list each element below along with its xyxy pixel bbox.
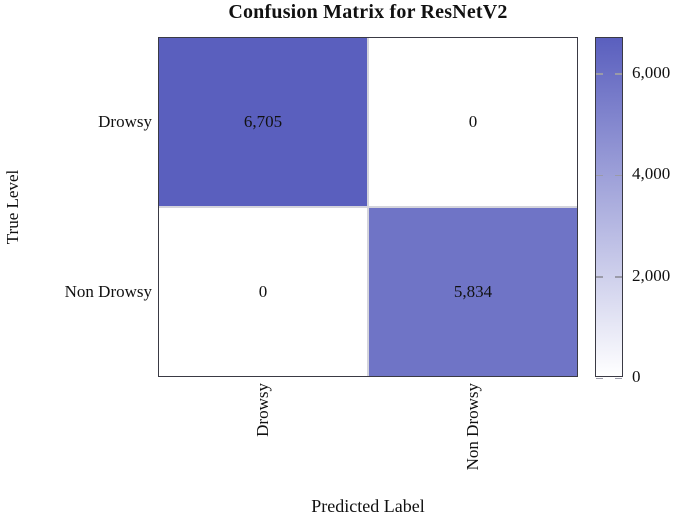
x-tick-label-non-drowsy: Non Drowsy (463, 383, 482, 471)
heatmap-cell: 0 (369, 38, 577, 206)
cell-value: 0 (468, 112, 478, 131)
chart-title: Confusion Matrix for ResNetV2 (228, 1, 508, 23)
heatmap-cell: 6,705 (159, 38, 367, 206)
heatmap-cell: 0 (159, 208, 367, 376)
colorbar-tick-label: 4,000 (632, 164, 671, 184)
colorbar-tick-label: 0 (632, 367, 641, 386)
heatmap-matrix: 6,705 0 0 5,834 (158, 37, 578, 377)
cell-value: 0 (258, 282, 268, 301)
y-axis-label: True Level (3, 169, 22, 245)
cell-value: 5,834 (453, 282, 493, 301)
x-axis-label: Predicted Label (311, 496, 425, 516)
cell-value: 6,705 (243, 112, 283, 131)
heatmap-cell: 5,834 (369, 208, 577, 376)
colorbar (595, 37, 623, 379)
y-tick-label-non-drowsy: Non Drowsy (64, 282, 152, 301)
colorbar-tick-label: 2,000 (632, 265, 671, 285)
y-tick-label-drowsy: Drowsy (98, 112, 152, 131)
x-tick-label-drowsy: Drowsy (253, 383, 272, 437)
colorbar-tick-label: 6,000 (632, 62, 671, 82)
